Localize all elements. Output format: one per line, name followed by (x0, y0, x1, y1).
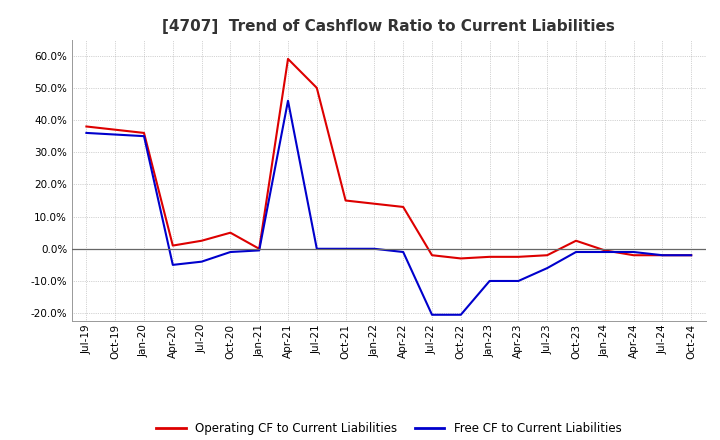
Free CF to Current Liabilities (111, 132, 120, 137)
Free CF to Current Liabilities (543, 265, 552, 271)
Operating CF to Current Liabilities (600, 248, 609, 253)
Operating CF to Current Liabilities (168, 243, 177, 248)
Operating CF to Current Liabilities (341, 198, 350, 203)
Free CF to Current Liabilities (399, 249, 408, 255)
Operating CF to Current Liabilities (370, 201, 379, 206)
Operating CF to Current Liabilities (629, 253, 638, 258)
Free CF to Current Liabilities (456, 312, 465, 317)
Line: Operating CF to Current Liabilities: Operating CF to Current Liabilities (86, 59, 691, 258)
Free CF to Current Liabilities (255, 248, 264, 253)
Operating CF to Current Liabilities (658, 253, 667, 258)
Operating CF to Current Liabilities (197, 238, 206, 243)
Operating CF to Current Liabilities (312, 85, 321, 91)
Operating CF to Current Liabilities (456, 256, 465, 261)
Free CF to Current Liabilities (168, 262, 177, 268)
Operating CF to Current Liabilities (428, 253, 436, 258)
Operating CF to Current Liabilities (687, 253, 696, 258)
Free CF to Current Liabilities (687, 253, 696, 258)
Free CF to Current Liabilities (658, 253, 667, 258)
Operating CF to Current Liabilities (485, 254, 494, 260)
Operating CF to Current Liabilities (226, 230, 235, 235)
Operating CF to Current Liabilities (82, 124, 91, 129)
Free CF to Current Liabilities (600, 249, 609, 255)
Operating CF to Current Liabilities (255, 246, 264, 251)
Operating CF to Current Liabilities (399, 204, 408, 209)
Free CF to Current Liabilities (82, 130, 91, 136)
Free CF to Current Liabilities (312, 246, 321, 251)
Free CF to Current Liabilities (341, 246, 350, 251)
Free CF to Current Liabilities (140, 133, 148, 139)
Title: [4707]  Trend of Cashflow Ratio to Current Liabilities: [4707] Trend of Cashflow Ratio to Curren… (163, 19, 615, 34)
Free CF to Current Liabilities (197, 259, 206, 264)
Legend: Operating CF to Current Liabilities, Free CF to Current Liabilities: Operating CF to Current Liabilities, Fre… (151, 417, 626, 440)
Free CF to Current Liabilities (428, 312, 436, 317)
Free CF to Current Liabilities (629, 249, 638, 255)
Operating CF to Current Liabilities (514, 254, 523, 260)
Free CF to Current Liabilities (226, 249, 235, 255)
Free CF to Current Liabilities (485, 279, 494, 284)
Free CF to Current Liabilities (284, 98, 292, 103)
Line: Free CF to Current Liabilities: Free CF to Current Liabilities (86, 101, 691, 315)
Free CF to Current Liabilities (370, 246, 379, 251)
Operating CF to Current Liabilities (543, 253, 552, 258)
Free CF to Current Liabilities (514, 279, 523, 284)
Free CF to Current Liabilities (572, 249, 580, 255)
Operating CF to Current Liabilities (140, 130, 148, 136)
Operating CF to Current Liabilities (111, 127, 120, 132)
Operating CF to Current Liabilities (572, 238, 580, 243)
Operating CF to Current Liabilities (284, 56, 292, 62)
